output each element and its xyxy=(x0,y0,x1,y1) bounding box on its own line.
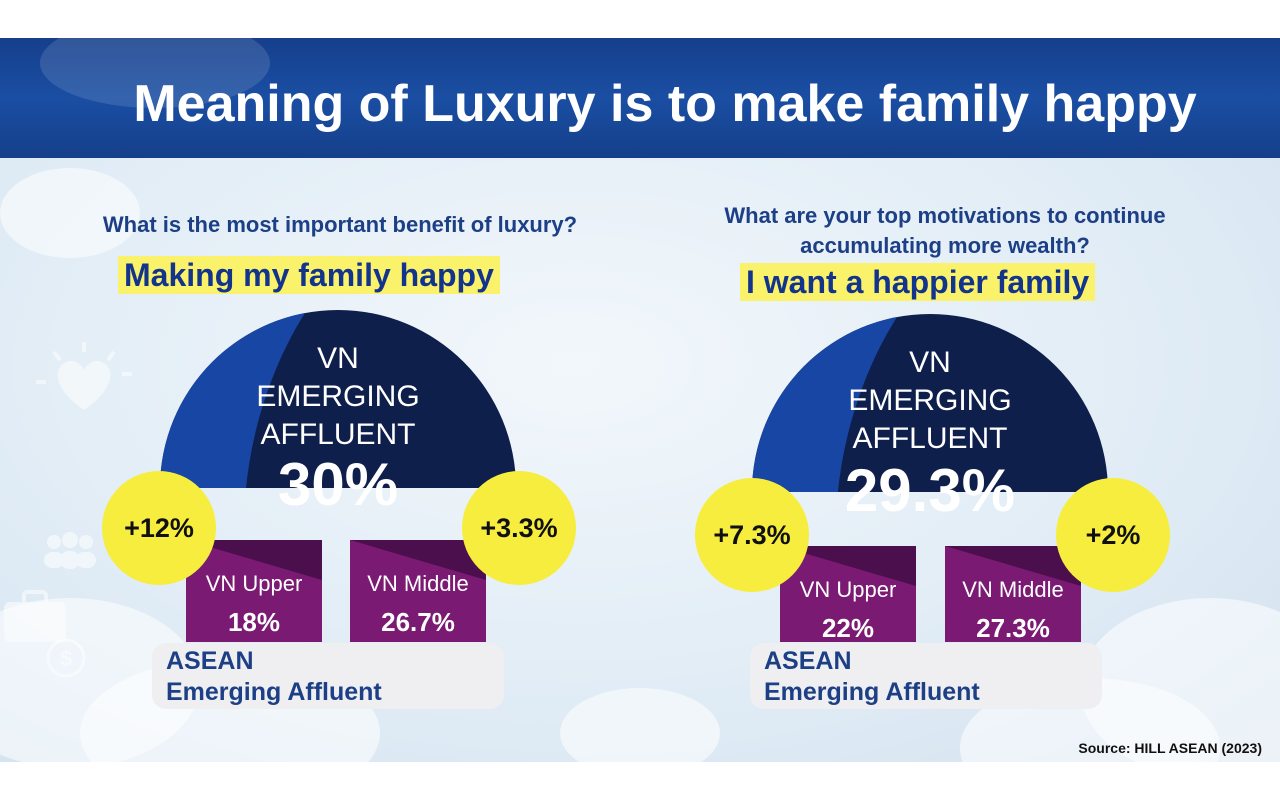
page-title: Meaning of Luxury is to make family happ… xyxy=(133,75,1197,133)
main-label-line: EMERGING xyxy=(256,380,420,413)
bar-vn-middle: VN Middle 26.7% xyxy=(350,540,486,642)
question-line: accumulating more wealth? xyxy=(800,233,1090,258)
main-dome xyxy=(160,310,516,488)
bar-cap xyxy=(945,546,1081,586)
bar-cap xyxy=(186,540,322,580)
difference-bubble-middle: +3.3% xyxy=(462,471,576,585)
bar-value: 27.3% xyxy=(976,613,1050,642)
main-label-line: VN xyxy=(909,346,951,379)
heart-icon xyxy=(36,342,132,410)
cloud xyxy=(560,688,720,762)
question-line: What are your top motivations to continu… xyxy=(724,203,1166,228)
bar-value: 26.7% xyxy=(381,607,455,637)
bar-value: 18% xyxy=(227,607,281,637)
svg-text:$: $ xyxy=(60,646,72,671)
title-banner: Meaning of Luxury is to make family happ… xyxy=(0,38,1280,158)
dollar-coin-icon: $ xyxy=(46,638,86,678)
bar-label: VN Upper xyxy=(205,571,303,596)
cloud xyxy=(0,168,140,258)
bar-label: VN Middle xyxy=(367,571,469,596)
bar-vn-upper: VN Upper 18% xyxy=(186,540,322,642)
difference-bubble-middle: +2% xyxy=(1056,478,1170,592)
bar-vn-middle: VN Middle 27.3% xyxy=(945,546,1081,642)
main-value: 29.3% xyxy=(844,457,1016,524)
asean-line: ASEAN xyxy=(764,647,852,675)
main-value: 30% xyxy=(277,451,399,518)
bar-label: VN Upper xyxy=(799,577,897,602)
main-label: VN EMERGING AFFLUENT xyxy=(160,340,516,454)
main-label-line: EMERGING xyxy=(848,384,1012,417)
bar-vn-upper: VN Upper 22% xyxy=(780,546,916,642)
difference-bubble-upper: +12% xyxy=(102,471,216,585)
question: What are your top motivations to continu… xyxy=(645,201,1245,261)
main-label-line: AFFLUENT xyxy=(260,418,416,451)
answer-highlight: I want a happier family xyxy=(740,263,1096,301)
cloud xyxy=(40,38,270,108)
asean-line: Emerging Affluent xyxy=(764,678,980,706)
answer-highlight: Making my family happy xyxy=(118,256,500,294)
bar-label: VN Middle xyxy=(962,577,1064,602)
bar-value: 22% xyxy=(821,613,875,642)
main-label: VN EMERGING AFFLUENT xyxy=(752,344,1108,458)
main-label-line: VN xyxy=(317,342,359,375)
difference-bubble-upper: +7.3% xyxy=(695,478,809,592)
bar-cap xyxy=(780,546,916,586)
main-dome xyxy=(752,314,1108,492)
source-note: Source: HILL ASEAN (2023) xyxy=(1078,740,1262,756)
briefcase-icon xyxy=(4,590,66,642)
main-label-line: AFFLUENT xyxy=(852,422,1008,455)
slide: Meaning of Luxury is to make family happ… xyxy=(0,38,1280,762)
people-icon xyxy=(44,532,96,569)
bar-cap xyxy=(350,540,486,580)
